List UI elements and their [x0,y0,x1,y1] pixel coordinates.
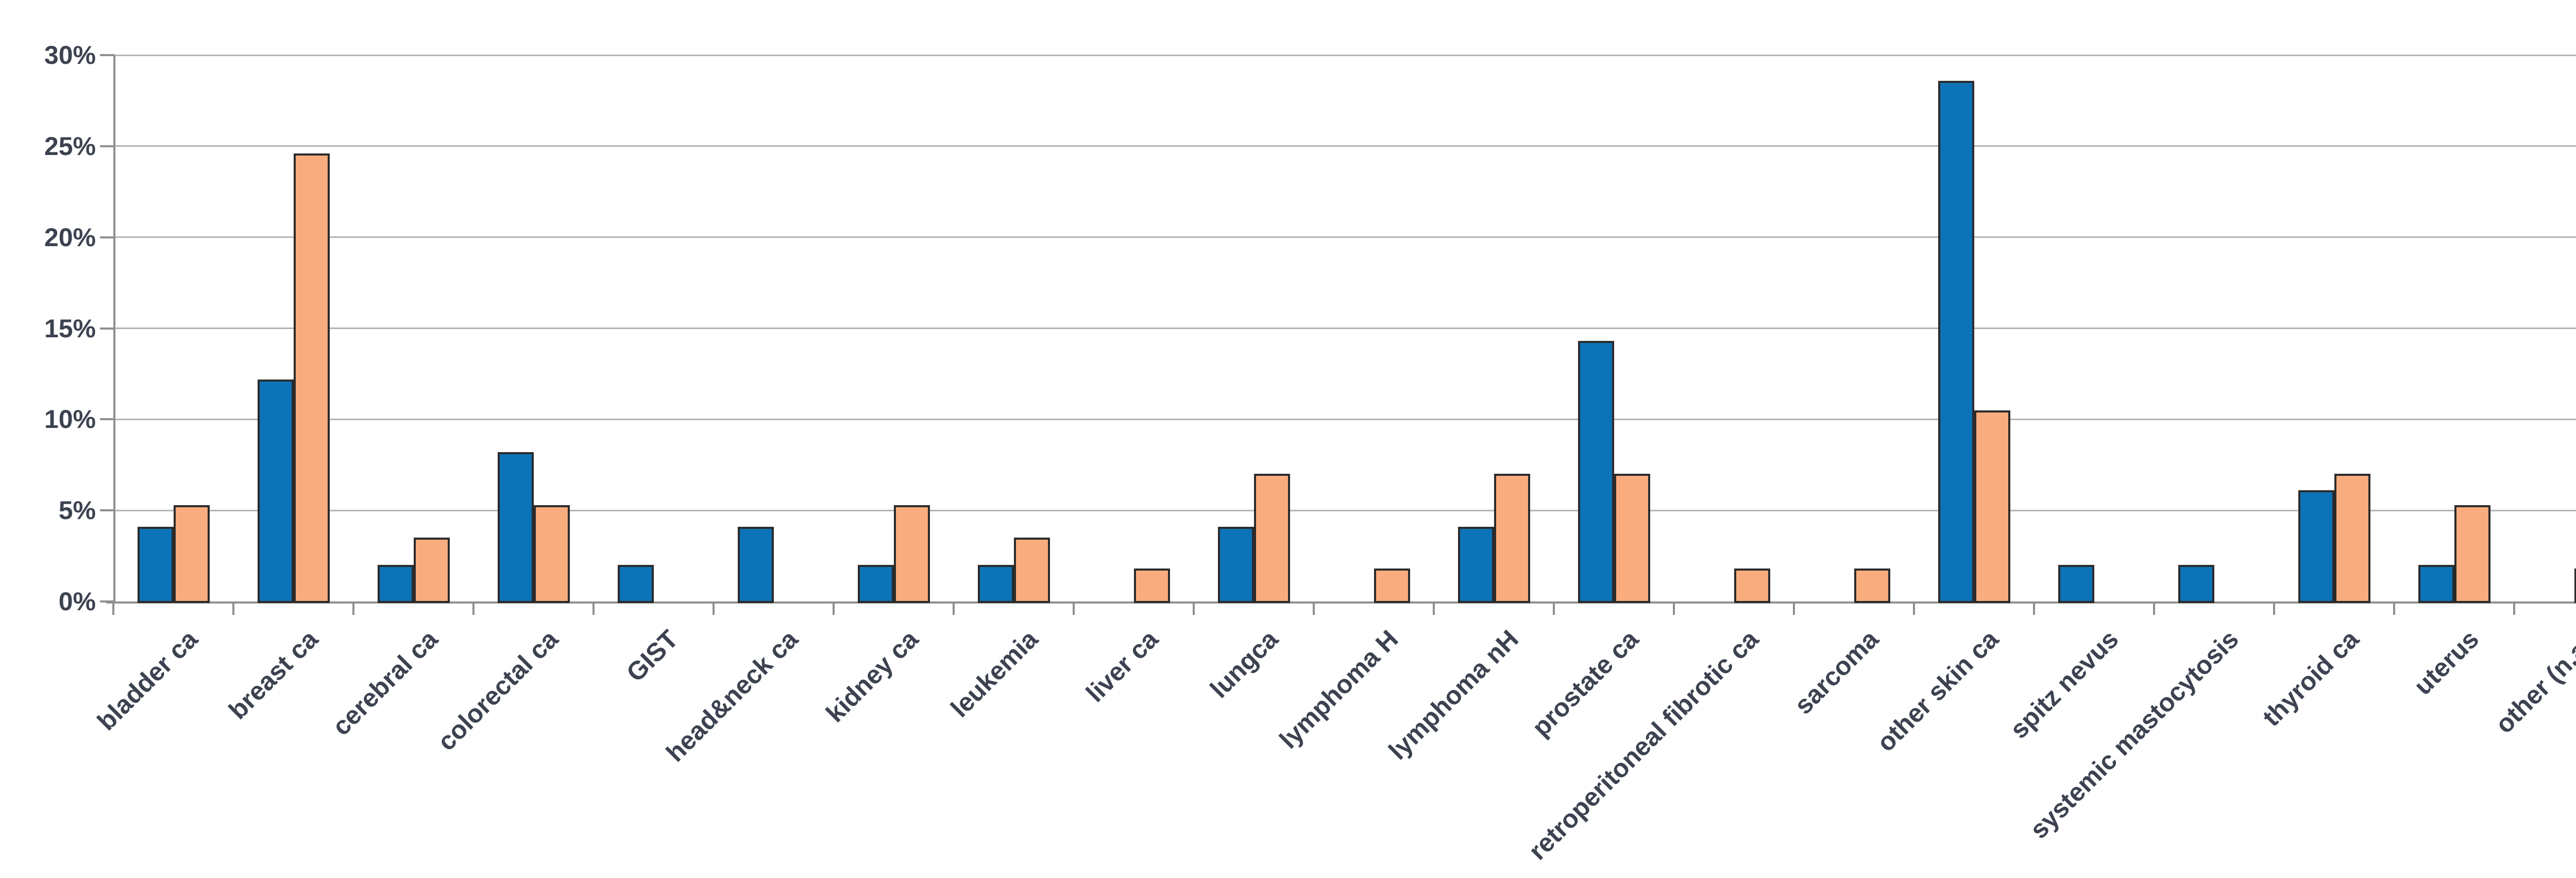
y-axis-tick [100,236,114,238]
x-axis-category-label: lymphoma H [1274,624,1404,754]
y-axis-tick-label: 30% [44,41,96,70]
x-axis-tick [1313,601,1315,615]
y-axis-tick [100,418,114,421]
x-axis-category-label: leukemia [945,624,1044,723]
gridline [113,236,2576,238]
bar-low-significance-lymphoma-nh [1494,474,1530,603]
x-axis-category-label: GIST [620,624,684,687]
bar-high-significance-gist [617,565,654,603]
x-axis-category-label: systemic mastocytosis [2024,624,2244,845]
x-axis-category-label: lungca [1205,624,1284,704]
bar-low-significance-leukemia [1013,538,1050,603]
x-axis-category-label: other (n.a.) [2489,624,2576,739]
y-axis-tick-label: 10% [44,405,96,434]
x-axis-category-label: spitz nevus [2004,624,2124,744]
bar-high-significance-lymphoma-nh [1458,526,1494,603]
gridline [113,328,2576,329]
x-axis-tick [953,601,955,615]
y-axis-line [113,55,115,604]
x-axis-category-label: other skin ca [1871,624,2004,758]
x-axis-tick [2273,601,2275,615]
x-axis-tick [2393,601,2395,615]
bar-low-significance-thyroid-ca [2334,474,2370,603]
x-axis-category-label: retroperitoneal fibrotic ca [1522,624,1764,866]
bar-high-significance-head-neck-ca [737,526,774,603]
bar-low-significance-uterus [2454,505,2490,603]
bar-high-significance-leukemia [977,565,1014,603]
bar-low-significance-sarcoma [1854,569,1890,603]
x-axis-tick [2513,601,2515,615]
y-axis-tick-label: 5% [58,496,96,525]
bar-high-significance-cerebral-ca [377,565,414,603]
gridline [113,509,2576,511]
bar-high-significance-spitz-nevus [2058,565,2094,603]
bar-high-significance-colorectal-ca [497,452,534,603]
bar-low-significance-liver-ca [1133,569,1170,603]
x-axis-tick [2153,601,2155,615]
bar-low-significance-lymphoma-h [1374,569,1410,603]
bar-low-significance-breast-ca [293,153,330,603]
x-axis-category-label: lymphoma nH [1383,624,1524,766]
gridline [113,145,2576,147]
x-axis-tick [1793,601,1795,615]
x-axis-category-label: kidney ca [820,624,924,728]
x-axis-tick [592,601,595,615]
y-axis-tick-label: 15% [44,314,96,343]
bar-high-significance-thyroid-ca [2298,490,2334,603]
x-axis-tick [1073,601,1075,615]
x-axis-tick [352,601,354,615]
x-axis-category-label: colorectal ca [432,624,564,756]
bar-low-significance-kidney-ca [893,505,930,603]
bar-low-significance-colorectal-ca [533,505,570,603]
gridline [113,54,2576,56]
bar-high-significance-bladder-ca [137,526,174,603]
x-axis-tick [232,601,234,615]
bar-low-significance-bladder-ca [173,505,210,603]
x-axis-tick [472,601,474,615]
bar-low-significance-cerebral-ca [413,538,450,603]
x-axis-category-label: bladder ca [92,624,204,736]
bar-low-significance-prostate-ca [1614,474,1650,603]
x-axis-tick [1433,601,1435,615]
bar-high-significance-other-skin-ca [1938,80,1974,603]
bar-high-significance-prostate-ca [1578,341,1614,603]
bar-high-significance-lungca [1217,526,1254,603]
x-axis-tick [1673,601,1675,615]
x-axis-tick [1913,601,1915,615]
gridline [113,418,2576,420]
y-axis-tick [100,145,114,147]
x-axis-tick [112,601,114,615]
x-axis-tick [713,601,715,615]
bar-high-significance-systemic-mastocytosis [2178,565,2214,603]
y-axis-tick [100,327,114,330]
x-axis-tick [1553,601,1555,615]
y-axis-tick-label: 0% [58,587,96,616]
x-axis-tick [1193,601,1195,615]
x-axis-line [106,601,2576,604]
bar-high-significance-uterus [2418,565,2454,603]
x-axis-category-label: liver ca [1080,624,1164,708]
bar-low-significance-lungca [1253,474,1290,603]
bar-low-significance-other-skin-ca [1974,410,2010,603]
y-axis-tick-label: 20% [44,222,96,252]
y-axis-tick [100,54,114,56]
bar-high-significance-kidney-ca [857,565,894,603]
x-axis-category-label: sarcoma [1788,624,1884,720]
x-axis-category-label: prostate ca [1526,624,1644,742]
y-axis-tick [100,509,114,512]
y-axis-tick-label: 25% [44,131,96,161]
x-axis-tick [833,601,835,615]
bar-low-significance-retroperitoneal-fibrotic-ca [1734,569,1770,603]
bar-high-significance-breast-ca [257,379,294,603]
x-axis-category-label: breast ca [223,624,324,725]
x-axis-tick [2033,601,2035,615]
x-axis-category-label: thyroid ca [2257,624,2364,732]
x-axis-category-label: cerebral ca [327,624,444,742]
bar-low-significance-other-n-a [2574,569,2576,603]
x-axis-category-label: uterus [2408,624,2484,701]
